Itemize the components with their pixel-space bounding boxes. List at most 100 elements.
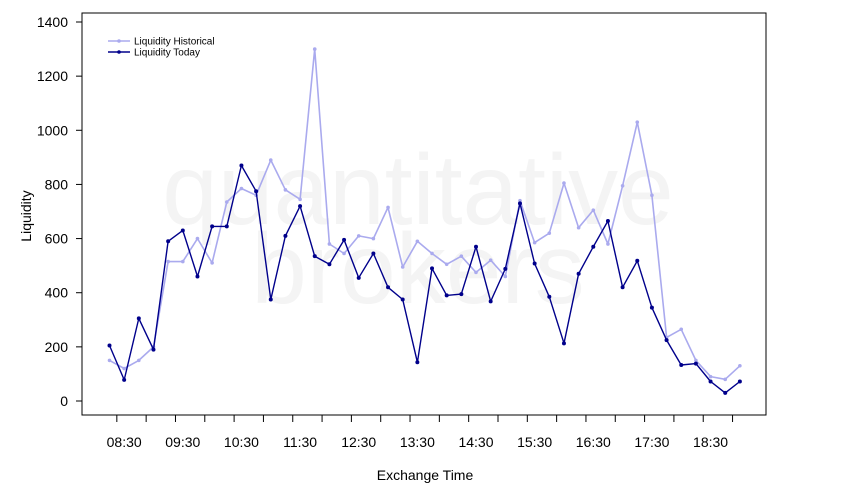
- data-point: [723, 377, 728, 382]
- data-point: [180, 228, 185, 233]
- data-point: [239, 186, 244, 191]
- data-point: [386, 205, 390, 210]
- y-tick-label: 800: [45, 176, 69, 192]
- y-tick-label: 1400: [37, 14, 68, 30]
- data-point: [606, 242, 610, 246]
- data-point: [210, 224, 215, 229]
- data-point: [547, 231, 552, 235]
- data-point: [693, 361, 698, 366]
- data-point: [591, 244, 596, 249]
- data-point: [708, 374, 713, 379]
- data-point: [342, 237, 347, 242]
- data-point: [664, 338, 669, 343]
- data-point: [166, 239, 171, 244]
- y-tick-label: 600: [45, 231, 69, 247]
- data-point: [488, 299, 493, 304]
- series-line: [109, 48, 741, 381]
- series-today: [107, 163, 742, 395]
- data-point: [503, 274, 508, 279]
- data-point: [650, 193, 654, 198]
- data-point: [649, 305, 654, 310]
- data-point: [474, 270, 478, 275]
- x-tick-label: 11:30: [283, 434, 317, 450]
- data-point: [356, 234, 361, 238]
- data-point: [738, 364, 742, 368]
- data-point: [430, 266, 435, 271]
- x-tick-label: 18:30: [693, 434, 728, 450]
- x-tick-label: 15:30: [517, 434, 552, 450]
- data-point: [517, 201, 522, 206]
- data-point: [312, 47, 317, 51]
- data-point: [444, 262, 449, 267]
- x-tick-label: 08:30: [107, 434, 142, 450]
- x-axis: 08:30 09:30 10:30 11:30 12:30 13:30 14:30 15:30…: [107, 415, 734, 450]
- data-point: [166, 259, 170, 264]
- data-point: [283, 188, 288, 192]
- data-point: [371, 251, 376, 256]
- data-point: [591, 208, 596, 212]
- data-point: [562, 181, 566, 185]
- data-point: [195, 236, 200, 241]
- data-point: [576, 271, 581, 276]
- data-point: [620, 183, 625, 188]
- data-point: [415, 360, 420, 365]
- data-point: [268, 297, 273, 302]
- x-axis-label: Exchange Time: [377, 467, 474, 483]
- data-point: [723, 390, 728, 395]
- data-point: [195, 274, 200, 279]
- watermark-line-2: brokers: [251, 213, 584, 325]
- x-tick-label: 12:30: [341, 434, 376, 450]
- x-tick-label: 13:30: [400, 434, 435, 450]
- data-point: [181, 259, 185, 264]
- y-tick-label: 0: [60, 393, 68, 409]
- y-axis-label: Liquidity: [18, 190, 34, 241]
- data-point: [400, 265, 405, 269]
- data-point: [474, 244, 478, 249]
- data-point: [694, 358, 698, 363]
- data-point: [151, 347, 156, 352]
- data-point: [518, 198, 522, 203]
- y-tick-label: 1000: [37, 122, 68, 138]
- data-point: [737, 379, 742, 384]
- data-point: [327, 242, 332, 246]
- data-point: [224, 200, 229, 204]
- data-point: [312, 254, 317, 259]
- y-tick-label: 400: [45, 285, 69, 301]
- series-layer: [107, 47, 742, 395]
- x-tick-label: 10:30: [224, 434, 259, 450]
- legend-label: Liquidity Historical: [134, 37, 215, 48]
- data-point: [224, 224, 229, 229]
- y-tick-label: 1200: [37, 68, 68, 84]
- legend-marker: [117, 39, 121, 43]
- data-point: [532, 261, 537, 266]
- data-point: [605, 218, 610, 223]
- data-point: [356, 275, 361, 280]
- data-point: [210, 261, 214, 265]
- data-point: [561, 341, 566, 346]
- data-point: [283, 233, 288, 238]
- data-point: [400, 297, 405, 302]
- data-point: [503, 266, 508, 271]
- data-point: [620, 285, 625, 290]
- x-tick-label: 16:30: [576, 434, 611, 450]
- data-point: [679, 362, 684, 367]
- data-point: [386, 285, 391, 290]
- watermark: quantitative brokers: [162, 134, 673, 325]
- data-point: [415, 239, 420, 244]
- data-point: [488, 258, 493, 263]
- data-point: [122, 366, 126, 371]
- data-point: [679, 327, 684, 332]
- data-point: [137, 358, 141, 363]
- data-point: [136, 316, 141, 321]
- data-point: [327, 262, 332, 267]
- data-point: [430, 251, 434, 256]
- x-tick-label: 09:30: [165, 434, 200, 450]
- x-tick-label: 14:30: [458, 434, 493, 450]
- data-point: [708, 379, 713, 384]
- plot-area-frame: [81, 12, 767, 416]
- x-tick-label: 17:30: [634, 434, 669, 450]
- data-point: [122, 377, 127, 382]
- data-point: [371, 236, 376, 241]
